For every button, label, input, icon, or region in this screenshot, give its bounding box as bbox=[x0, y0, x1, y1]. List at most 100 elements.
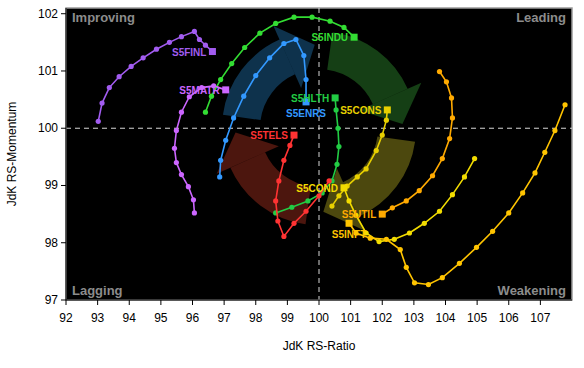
background bbox=[0, 0, 584, 368]
trail-point bbox=[450, 192, 455, 197]
trail-point bbox=[117, 74, 122, 79]
y-tick bbox=[61, 70, 66, 71]
quadrant-label: Leading bbox=[516, 10, 566, 25]
trail-point bbox=[380, 133, 385, 138]
trail-point bbox=[472, 156, 477, 161]
latest-point bbox=[379, 211, 386, 218]
trail-point bbox=[197, 37, 202, 42]
series-label: S5MATR bbox=[179, 85, 220, 96]
trail-point bbox=[287, 143, 292, 148]
series-label: S5FINL bbox=[172, 47, 206, 58]
latest-point bbox=[346, 220, 353, 227]
quadrant-label: Lagging bbox=[72, 283, 123, 298]
trail-point bbox=[229, 61, 234, 66]
latest-point bbox=[222, 86, 229, 93]
latest-point bbox=[332, 94, 339, 101]
trail-point bbox=[335, 126, 340, 131]
trail-point bbox=[305, 198, 310, 203]
trail-point bbox=[203, 110, 208, 115]
x-tick bbox=[287, 300, 288, 305]
trail-point bbox=[179, 110, 184, 115]
trail-point bbox=[289, 205, 294, 210]
quadrant-label: Weakening bbox=[498, 283, 566, 298]
trail-line bbox=[174, 86, 225, 213]
latest-point bbox=[209, 48, 216, 55]
trail-point bbox=[191, 197, 196, 202]
series-label: S5ENRS bbox=[286, 108, 326, 119]
trail-point bbox=[392, 237, 397, 242]
trail-point bbox=[281, 234, 286, 239]
rotation-arrow bbox=[330, 51, 390, 97]
trail-point bbox=[327, 19, 332, 24]
trail-point bbox=[141, 55, 146, 60]
x-tick-label: 101 bbox=[341, 311, 361, 325]
y-axis-line bbox=[66, 8, 67, 300]
trail-point bbox=[444, 79, 449, 84]
trail-point bbox=[167, 40, 172, 45]
trail-point bbox=[374, 148, 379, 153]
trail-line bbox=[382, 72, 452, 215]
trail-point bbox=[223, 138, 228, 143]
x-axis-title: JdK RS-Ratio bbox=[283, 339, 356, 353]
trail-point bbox=[301, 53, 306, 58]
trail-point bbox=[276, 178, 281, 183]
trail-point bbox=[532, 170, 537, 175]
trail-point bbox=[430, 173, 435, 178]
trail-line bbox=[332, 110, 387, 206]
x-tick-label: 96 bbox=[186, 311, 200, 325]
trail-point bbox=[267, 55, 272, 60]
plot-group bbox=[66, 8, 572, 300]
trail-point bbox=[309, 15, 314, 20]
quadrant-label: Improving bbox=[72, 10, 135, 25]
x-tick-label: 107 bbox=[530, 311, 550, 325]
x-tick bbox=[477, 300, 478, 305]
trail-point bbox=[542, 150, 547, 155]
trail-point bbox=[218, 158, 223, 163]
y-tick bbox=[61, 242, 66, 243]
trail-point bbox=[440, 156, 445, 161]
trail-point bbox=[231, 115, 236, 120]
trail-point bbox=[242, 45, 247, 50]
trail-point bbox=[275, 218, 280, 223]
trail-point bbox=[417, 188, 422, 193]
trail-point bbox=[257, 31, 262, 36]
x-tick-label: 102 bbox=[372, 311, 392, 325]
trail-point bbox=[384, 237, 389, 242]
x-tick bbox=[255, 300, 256, 305]
trail-point bbox=[440, 275, 445, 280]
latest-point bbox=[351, 34, 358, 41]
trail-point bbox=[412, 280, 417, 285]
trail-line bbox=[98, 31, 212, 121]
trail-point bbox=[281, 158, 286, 163]
trail-point bbox=[407, 230, 412, 235]
rotation-arrow-head bbox=[359, 83, 421, 124]
trail-point bbox=[562, 102, 567, 107]
y-axis-title: JdK RS-Momentum bbox=[5, 102, 19, 207]
x-tick bbox=[129, 300, 130, 305]
trail-point bbox=[273, 198, 278, 203]
x-tick-label: 106 bbox=[499, 311, 519, 325]
trail-point bbox=[154, 47, 159, 52]
trail-point bbox=[336, 193, 341, 198]
trail-point bbox=[253, 73, 258, 78]
trail-point bbox=[364, 166, 369, 171]
trail-point bbox=[336, 144, 341, 149]
trail-point bbox=[390, 205, 395, 210]
y-tick-label: 97 bbox=[45, 293, 59, 307]
x-tick-label: 97 bbox=[217, 311, 231, 325]
x-tick bbox=[192, 300, 193, 305]
trail-point bbox=[99, 100, 104, 105]
trail-point bbox=[192, 210, 197, 215]
trail-point bbox=[404, 198, 409, 203]
trail-point bbox=[291, 15, 296, 20]
trail-point bbox=[303, 209, 308, 214]
y-tick-label: 98 bbox=[45, 236, 59, 250]
trail-point bbox=[273, 21, 278, 26]
x-tick-label: 103 bbox=[404, 311, 424, 325]
y-tick bbox=[61, 185, 66, 186]
trail-point bbox=[281, 41, 286, 46]
x-tick-label: 99 bbox=[281, 311, 295, 325]
trail-point bbox=[218, 77, 223, 82]
trail-point bbox=[520, 190, 525, 195]
trail-point bbox=[450, 115, 455, 120]
